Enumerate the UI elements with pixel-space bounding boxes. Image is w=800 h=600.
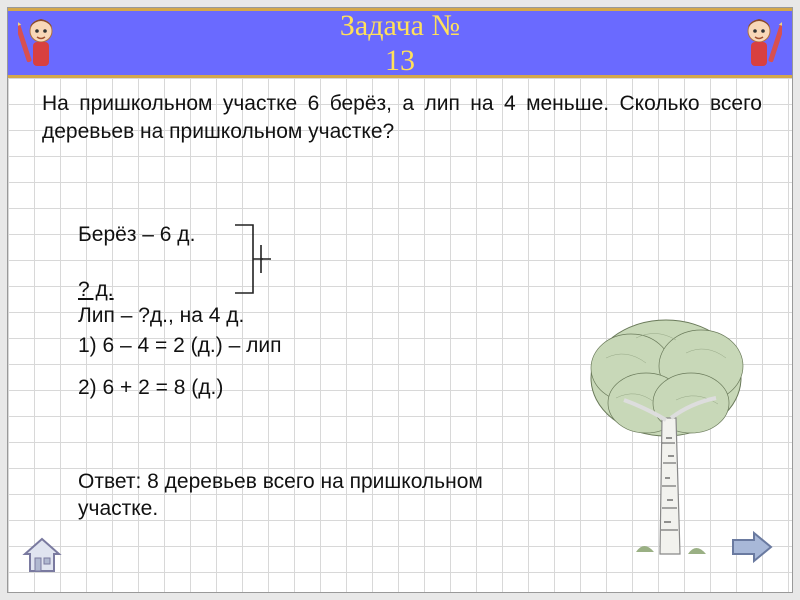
row-question: ? д. xyxy=(78,278,114,302)
title-line1: Задача № xyxy=(340,9,460,42)
right-character-icon xyxy=(736,13,782,75)
row-birches: Берёз – 6 д. xyxy=(78,223,195,247)
birch-tree-icon xyxy=(576,308,756,558)
title-bar: Задача № 13 xyxy=(8,8,792,78)
step-1: 1) 6 – 4 = 2 (д.) – лип xyxy=(78,334,281,358)
row-lindens: Лип – ?д., на 4 д. xyxy=(78,304,244,328)
title-line2: 13 xyxy=(385,44,415,77)
left-character-icon xyxy=(18,13,64,75)
title: Задача № 13 xyxy=(250,9,550,78)
bracket-icon xyxy=(233,223,273,298)
next-button[interactable] xyxy=(730,530,774,564)
step-2: 2) 6 + 2 = 8 (д.) xyxy=(78,376,223,400)
home-button[interactable] xyxy=(22,536,62,574)
slide: Задача № 13 На пришкольном участке 6 бер… xyxy=(8,8,792,592)
problem-text: На пришкольном участке 6 берёз, а лип на… xyxy=(42,90,762,147)
answer-text: Ответ: 8 деревьев всего на пришкольном у… xyxy=(78,468,498,523)
